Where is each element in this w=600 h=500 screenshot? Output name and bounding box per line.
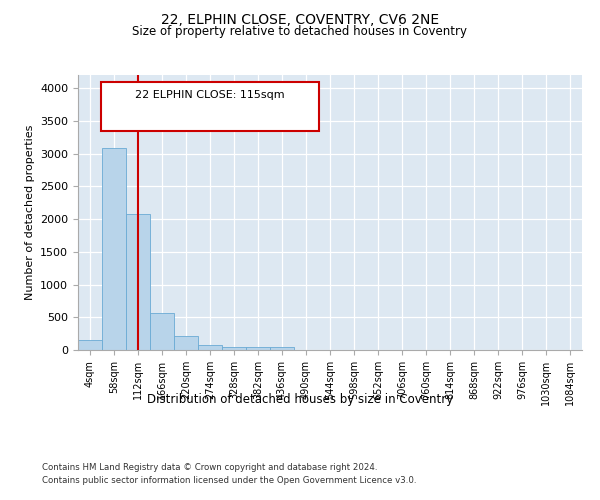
Text: 22, ELPHIN CLOSE, COVENTRY, CV6 2NE: 22, ELPHIN CLOSE, COVENTRY, CV6 2NE <box>161 12 439 26</box>
Y-axis label: Number of detached properties: Number of detached properties <box>25 125 35 300</box>
Text: Contains HM Land Registry data © Crown copyright and database right 2024.: Contains HM Land Registry data © Crown c… <box>42 462 377 471</box>
Bar <box>222 346 246 350</box>
Bar <box>102 148 126 350</box>
Bar <box>174 336 198 350</box>
Bar <box>150 312 174 350</box>
Text: Size of property relative to detached houses in Coventry: Size of property relative to detached ho… <box>133 25 467 38</box>
Bar <box>126 214 150 350</box>
Text: Contains public sector information licensed under the Open Government Licence v3: Contains public sector information licen… <box>42 476 416 485</box>
Text: 22 ELPHIN CLOSE: 115sqm: 22 ELPHIN CLOSE: 115sqm <box>135 90 285 101</box>
FancyBboxPatch shape <box>101 82 319 132</box>
Bar <box>198 345 222 350</box>
Bar <box>270 347 294 350</box>
Bar <box>78 340 102 350</box>
Bar <box>246 347 270 350</box>
Text: Distribution of detached houses by size in Coventry: Distribution of detached houses by size … <box>147 392 453 406</box>
